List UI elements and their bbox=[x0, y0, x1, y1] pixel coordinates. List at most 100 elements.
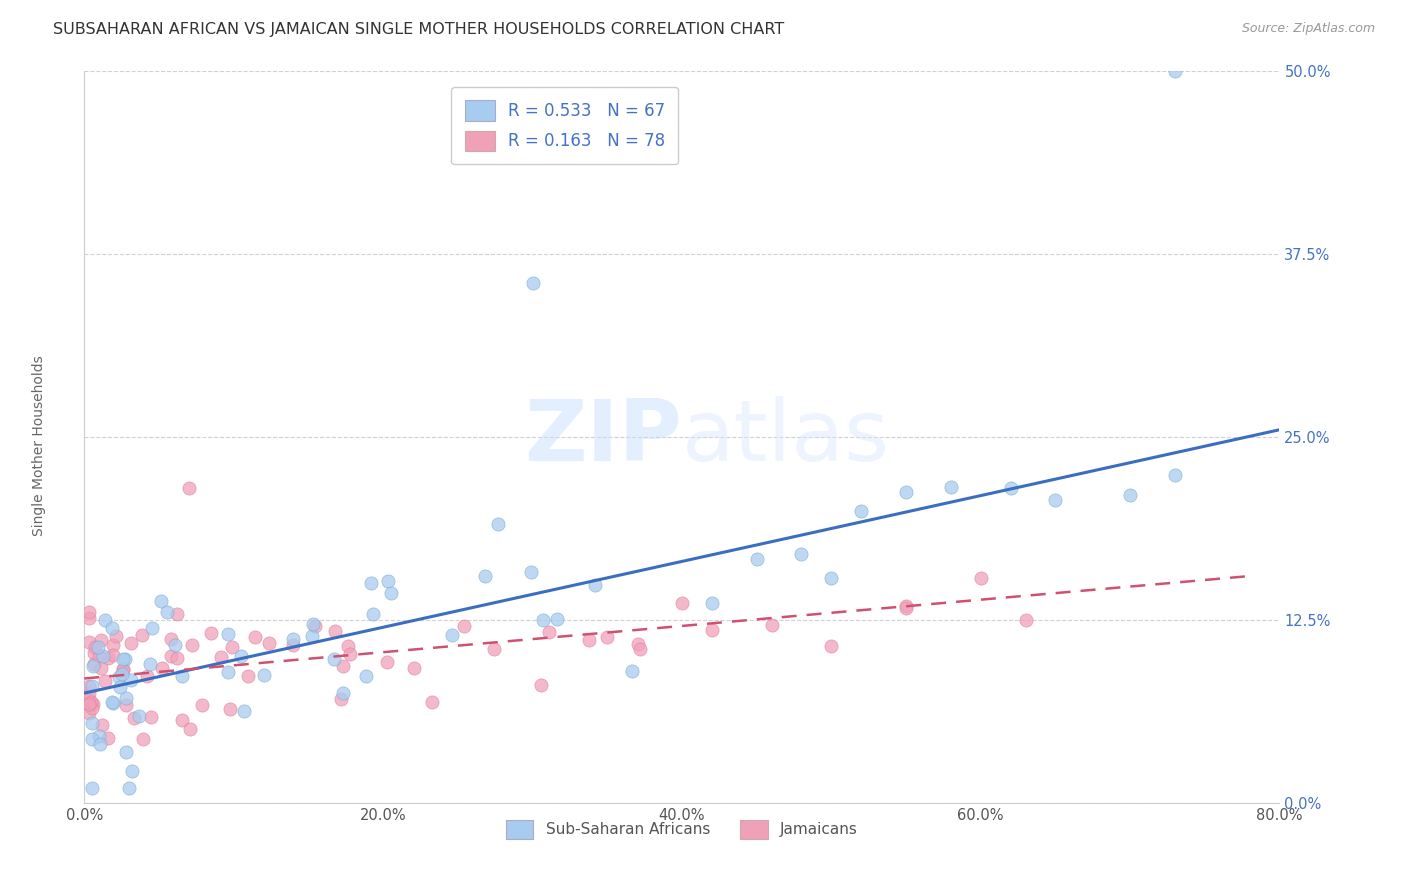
Point bbox=[170, 713, 193, 727]
Point bbox=[150, 593, 173, 607]
Point bbox=[111, 667, 134, 681]
Point bbox=[159, 648, 181, 663]
Point bbox=[627, 637, 650, 651]
Point bbox=[339, 647, 361, 661]
Point bbox=[111, 664, 134, 678]
Point bbox=[139, 657, 162, 671]
Text: ZIP: ZIP bbox=[524, 395, 682, 479]
Point bbox=[150, 661, 173, 675]
Point bbox=[114, 745, 136, 759]
Point bbox=[97, 731, 120, 745]
Point bbox=[332, 686, 354, 700]
Point bbox=[139, 709, 162, 723]
Point bbox=[120, 636, 142, 650]
Point bbox=[77, 605, 100, 619]
Point bbox=[89, 737, 111, 751]
Point bbox=[90, 718, 112, 732]
Point bbox=[97, 650, 120, 665]
Point bbox=[537, 624, 560, 639]
Point bbox=[135, 669, 157, 683]
Point bbox=[108, 670, 131, 684]
Point bbox=[77, 706, 100, 720]
Legend: Sub-Saharan Africans, Jamaicans: Sub-Saharan Africans, Jamaicans bbox=[498, 813, 866, 847]
Point bbox=[87, 640, 110, 655]
Point bbox=[332, 659, 354, 673]
Point bbox=[221, 640, 243, 655]
Point bbox=[236, 669, 259, 683]
Point bbox=[80, 679, 103, 693]
Point bbox=[200, 625, 222, 640]
Point bbox=[93, 613, 115, 627]
Point bbox=[80, 701, 103, 715]
Point bbox=[474, 569, 496, 583]
Point bbox=[132, 732, 155, 747]
Point bbox=[179, 722, 201, 736]
Point bbox=[377, 574, 399, 588]
Point bbox=[522, 277, 544, 291]
Point bbox=[596, 630, 619, 644]
Point bbox=[120, 673, 142, 687]
Point bbox=[375, 655, 398, 669]
Point bbox=[190, 698, 212, 712]
Point bbox=[163, 638, 186, 652]
Point bbox=[380, 586, 402, 600]
Point bbox=[441, 627, 464, 641]
Point bbox=[80, 715, 103, 730]
Point bbox=[219, 702, 242, 716]
Point bbox=[939, 480, 962, 494]
Point bbox=[83, 646, 105, 660]
Point bbox=[894, 599, 917, 613]
Point bbox=[894, 485, 917, 500]
Point bbox=[354, 669, 377, 683]
Point bbox=[80, 781, 103, 796]
Point bbox=[101, 695, 124, 709]
Point bbox=[112, 651, 135, 665]
Point bbox=[156, 605, 179, 619]
Point bbox=[402, 661, 425, 675]
Point bbox=[77, 698, 100, 712]
Point bbox=[80, 695, 103, 709]
Point bbox=[1164, 467, 1187, 482]
Point bbox=[82, 658, 104, 673]
Point bbox=[628, 641, 651, 656]
Point bbox=[77, 611, 100, 625]
Point bbox=[1119, 487, 1142, 501]
Point bbox=[141, 621, 163, 635]
Point bbox=[529, 678, 551, 692]
Point bbox=[87, 648, 110, 663]
Point bbox=[101, 696, 124, 710]
Point bbox=[77, 635, 100, 649]
Point bbox=[87, 729, 110, 743]
Point bbox=[91, 648, 114, 663]
Point bbox=[181, 639, 204, 653]
Point bbox=[217, 665, 239, 679]
Point bbox=[547, 612, 569, 626]
Point bbox=[170, 669, 193, 683]
Point bbox=[209, 649, 232, 664]
Point bbox=[83, 657, 105, 672]
Point bbox=[121, 764, 143, 779]
Point bbox=[94, 673, 117, 688]
Point bbox=[700, 624, 723, 638]
Point bbox=[820, 640, 842, 654]
Point bbox=[83, 640, 105, 655]
Point bbox=[360, 575, 382, 590]
Point bbox=[323, 624, 346, 638]
Point bbox=[77, 686, 100, 700]
Point bbox=[820, 571, 842, 585]
Point bbox=[323, 652, 346, 666]
Point bbox=[110, 680, 132, 694]
Point bbox=[80, 731, 103, 746]
Point bbox=[90, 633, 112, 648]
Point bbox=[531, 613, 554, 627]
Point bbox=[304, 618, 326, 632]
Point bbox=[131, 627, 153, 641]
Point bbox=[159, 632, 181, 647]
Point bbox=[77, 697, 100, 711]
Point bbox=[115, 698, 138, 712]
Point bbox=[520, 565, 543, 579]
Point bbox=[257, 636, 280, 650]
Point bbox=[453, 619, 475, 633]
Point bbox=[745, 552, 768, 566]
Point bbox=[100, 621, 122, 635]
